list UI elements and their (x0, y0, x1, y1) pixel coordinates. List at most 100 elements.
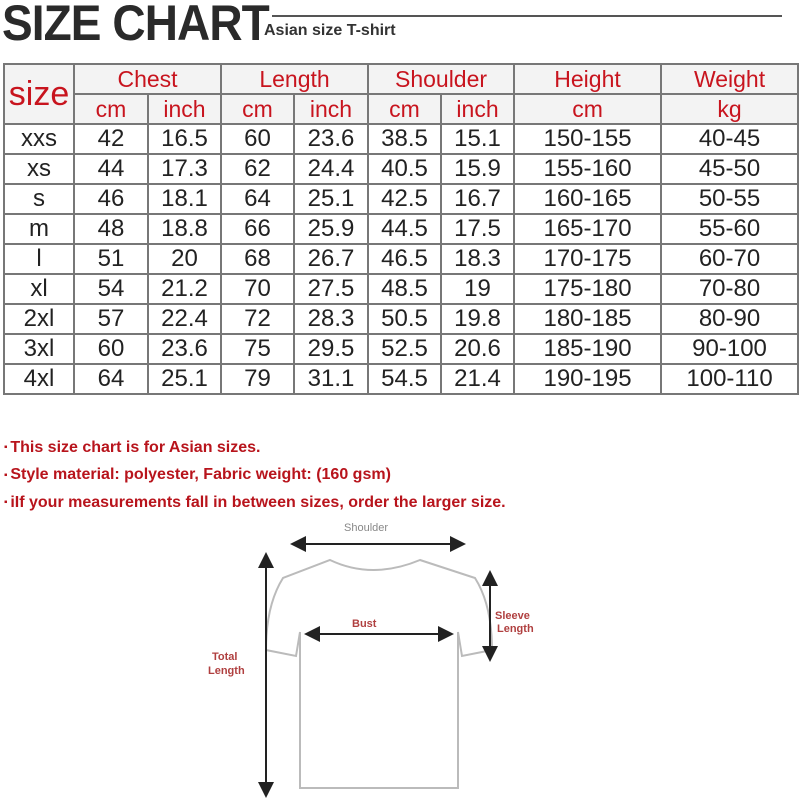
unit-header: inch (147, 93, 222, 125)
value-cell: 150-155 (513, 123, 663, 155)
value-cell: 46 (73, 183, 149, 215)
table-row: l 51 20 68 26.7 46.5 18.3 170-175 60-70 (3, 243, 800, 275)
value-cell: 50-55 (660, 183, 800, 215)
value-cell: 185-190 (513, 333, 663, 365)
value-cell: 75 (220, 333, 295, 365)
value-cell: 23.6 (147, 333, 222, 365)
size-cell: xl (3, 273, 75, 305)
size-cell: 2xl (3, 303, 75, 335)
value-cell: 155-160 (513, 153, 663, 185)
size-header: size (3, 63, 75, 125)
height-header: Height (513, 63, 663, 95)
value-cell: 160-165 (513, 183, 663, 215)
note: iIf your measurements fall in between si… (4, 489, 505, 516)
size-cell: 3xl (3, 333, 75, 365)
value-cell: 51 (73, 243, 149, 275)
value-cell: 60 (73, 333, 149, 365)
value-cell: 80-90 (660, 303, 800, 335)
value-cell: 23.6 (292, 123, 370, 155)
size-cell: m (3, 213, 75, 245)
value-cell: 180-185 (513, 303, 663, 335)
value-cell: 79 (220, 363, 295, 395)
value-cell: 46.5 (367, 243, 443, 275)
length-header: Length (219, 63, 370, 95)
value-cell: 38.5 (367, 123, 443, 155)
value-cell: 70-80 (660, 273, 800, 305)
size-table: size Chest Length Shoulder Height Weight… (3, 63, 800, 395)
divider (272, 15, 782, 17)
table-row: s 46 18.1 64 25.1 42.5 16.7 160-165 50-55 (3, 183, 800, 215)
size-cell: s (3, 183, 75, 215)
unit-header: inch (292, 93, 370, 125)
value-cell: 27.5 (292, 273, 370, 305)
size-cell: xs (3, 153, 75, 185)
value-cell: 40-45 (660, 123, 800, 155)
value-cell: 18.3 (440, 243, 516, 275)
value-cell: 25.9 (292, 213, 370, 245)
value-cell: 29.5 (292, 333, 370, 365)
value-cell: 26.7 (292, 243, 370, 275)
value-cell: 175-180 (513, 273, 663, 305)
value-cell: 42.5 (367, 183, 443, 215)
tshirt-outline (264, 558, 494, 789)
value-cell: 60-70 (660, 243, 800, 275)
size-cell: l (3, 243, 75, 275)
page-title: SIZE CHART (2, 0, 270, 51)
unit-header: cm (513, 93, 663, 125)
tshirt-diagram: Shoulder Bust Sleeve Length Total Length (208, 522, 534, 798)
table-row: 2xl 57 22.4 72 28.3 50.5 19.8 180-185 80-90 (3, 303, 800, 335)
value-cell: 52.5 (367, 333, 443, 365)
value-cell: 21.4 (440, 363, 516, 395)
value-cell: 20.6 (440, 333, 516, 365)
value-cell: 45-50 (660, 153, 800, 185)
value-cell: 90-100 (660, 333, 800, 365)
note: This size chart is for Asian sizes. (4, 434, 506, 461)
value-cell: 170-175 (513, 243, 663, 275)
value-cell: 17.3 (147, 153, 222, 185)
shoulder-header: Shoulder (367, 63, 516, 95)
value-cell: 64 (220, 183, 295, 215)
value-cell: 28.3 (292, 303, 370, 335)
value-cell: 62 (220, 153, 295, 185)
value-cell: 22.4 (147, 303, 222, 335)
table-row: 4xl 64 25.1 79 31.1 54.5 21.4 190-195 100-110 (3, 363, 800, 395)
value-cell: 100-110 (660, 363, 800, 395)
value-cell: 19 (440, 273, 516, 305)
unit-header: kg (660, 93, 800, 125)
value-cell: 20 (147, 243, 222, 275)
value-cell: 17.5 (440, 213, 516, 245)
sleeve-label: Sleeve (495, 610, 530, 622)
unit-header: cm (220, 93, 295, 125)
table-row: xl 54 21.2 70 27.5 48.5 19 175-180 70-80 (3, 273, 800, 305)
value-cell: 57 (73, 303, 149, 335)
value-cell: 16.5 (147, 123, 222, 155)
value-cell: 31.1 (292, 363, 370, 395)
value-cell: 190-195 (513, 363, 663, 395)
value-cell: 18.1 (147, 183, 222, 215)
shoulder-label: Shoulder (344, 522, 388, 534)
notes: This size chart is for Asian sizes. Styl… (4, 434, 506, 516)
value-cell: 18.8 (147, 213, 222, 245)
value-cell: 15.9 (440, 153, 516, 185)
value-cell: 54.5 (367, 363, 443, 395)
value-cell: 25.1 (292, 183, 370, 215)
value-cell: 55-60 (660, 213, 800, 245)
value-cell: 21.2 (147, 273, 222, 305)
value-cell: 24.4 (292, 153, 370, 185)
value-cell: 25.1 (147, 363, 222, 395)
value-cell: 19.8 (440, 303, 516, 335)
unit-header: cm (367, 93, 443, 125)
table-row: xxs 42 16.5 60 23.6 38.5 15.1 150-155 40-45 (3, 123, 800, 155)
value-cell: 50.5 (367, 303, 443, 335)
value-cell: 54 (73, 273, 149, 305)
value-cell: 64 (73, 363, 149, 395)
size-cell: 4xl (3, 363, 75, 395)
table-row: m 48 18.8 66 25.9 44.5 17.5 165-170 55-60 (3, 213, 800, 245)
table-row: xs 44 17.3 62 24.4 40.5 15.9 155-160 45-50 (3, 153, 800, 185)
value-cell: 70 (220, 273, 295, 305)
value-cell: 15.1 (440, 123, 516, 155)
size-cell: xxs (3, 123, 75, 155)
value-cell: 68 (220, 243, 295, 275)
value-cell: 60 (220, 123, 295, 155)
table-row: 3xl 60 23.6 75 29.5 52.5 20.6 185-190 90-100 (3, 333, 800, 365)
